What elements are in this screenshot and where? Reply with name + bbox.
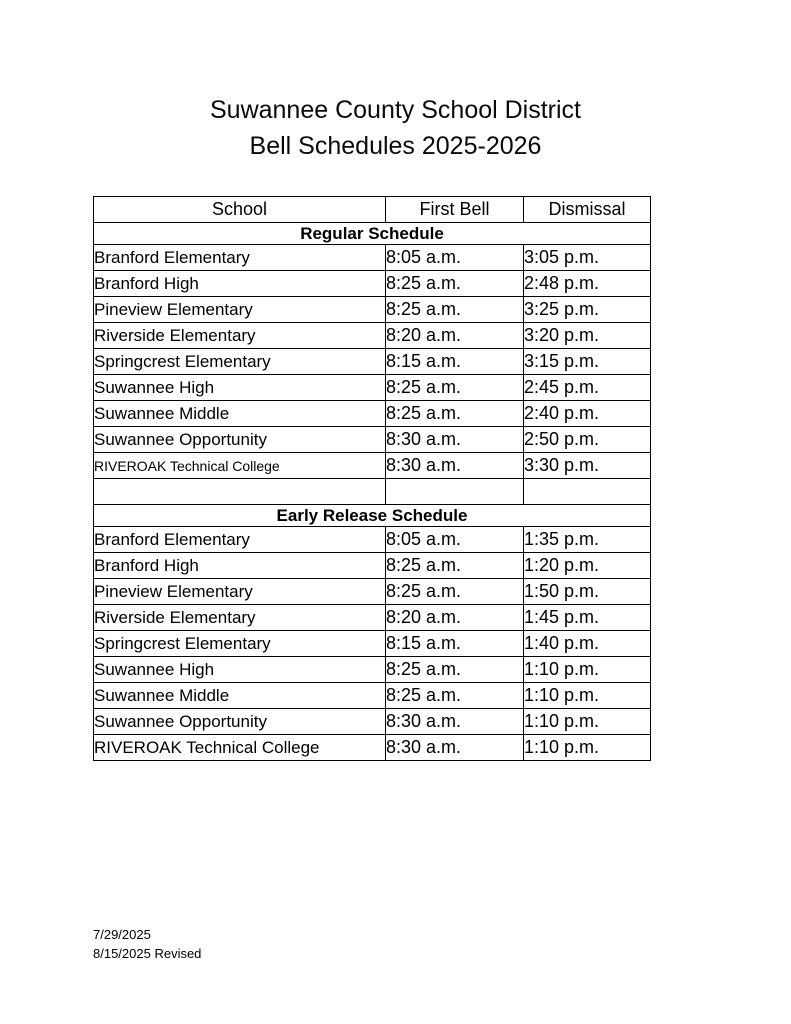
school-cell: Suwannee High <box>93 374 386 401</box>
empty-cell <box>93 478 386 505</box>
school-cell: Branford High <box>93 552 386 579</box>
first-bell-cell: 8:05 a.m. <box>385 526 524 553</box>
table-row: Branford Elementary 8:05 a.m. 3:05 p.m. <box>93 244 651 271</box>
school-cell: RIVEROAK Technical College <box>93 452 386 479</box>
section-header-early-release: Early Release Schedule <box>93 504 651 527</box>
table-row: Suwannee Opportunity 8:30 a.m. 1:10 p.m. <box>93 708 651 735</box>
first-bell-cell: 8:30 a.m. <box>385 452 524 479</box>
school-cell: RIVEROAK Technical College <box>93 734 386 761</box>
first-bell-cell: 8:05 a.m. <box>385 244 524 271</box>
dismissal-cell: 1:50 p.m. <box>523 578 651 605</box>
dismissal-cell: 1:10 p.m. <box>523 734 651 761</box>
section-label: Regular Schedule <box>93 222 651 245</box>
revision-footer: 7/29/2025 8/15/2025 Revised <box>93 925 201 963</box>
table-row: Branford Elementary 8:05 a.m. 1:35 p.m. <box>93 526 651 553</box>
footer-date: 7/29/2025 <box>93 927 151 942</box>
school-cell: Pineview Elementary <box>93 296 386 323</box>
dismissal-cell: 3:05 p.m. <box>523 244 651 271</box>
section-header-regular: Regular Schedule <box>93 222 651 245</box>
school-cell: Springcrest Elementary <box>93 630 386 657</box>
school-cell: Branford Elementary <box>93 244 386 271</box>
first-bell-cell: 8:25 a.m. <box>385 656 524 683</box>
table-row: Suwannee High 8:25 a.m. 1:10 p.m. <box>93 656 651 683</box>
table-row: Branford High 8:25 a.m. 1:20 p.m. <box>93 552 651 579</box>
school-cell: Suwannee Opportunity <box>93 708 386 735</box>
table-row: Riverside Elementary 8:20 a.m. 1:45 p.m. <box>93 604 651 631</box>
first-bell-cell: 8:30 a.m. <box>385 426 524 453</box>
bell-schedule-table: School First Bell Dismissal Regular Sche… <box>93 196 651 761</box>
footer-revised-date: 8/15/2025 Revised <box>93 946 202 961</box>
school-cell: Suwannee High <box>93 656 386 683</box>
first-bell-cell: 8:25 a.m. <box>385 296 524 323</box>
school-cell: Suwannee Opportunity <box>93 426 386 453</box>
spacer-row <box>93 478 651 505</box>
dismissal-cell: 2:45 p.m. <box>523 374 651 401</box>
table-row: Suwannee Middle 8:25 a.m. 1:10 p.m. <box>93 682 651 709</box>
school-cell: Suwannee Middle <box>93 400 386 427</box>
dismissal-cell: 1:20 p.m. <box>523 552 651 579</box>
first-bell-cell: 8:20 a.m. <box>385 604 524 631</box>
table-row: Suwannee Middle 8:25 a.m. 2:40 p.m. <box>93 400 651 427</box>
dismissal-cell: 3:20 p.m. <box>523 322 651 349</box>
school-cell: Suwannee Middle <box>93 682 386 709</box>
first-bell-cell: 8:30 a.m. <box>385 708 524 735</box>
table-row: Pineview Elementary 8:25 a.m. 3:25 p.m. <box>93 296 651 323</box>
first-bell-cell: 8:20 a.m. <box>385 322 524 349</box>
table-row: Branford High 8:25 a.m. 2:48 p.m. <box>93 270 651 297</box>
document-title: Suwannee County School District Bell Sch… <box>93 92 698 164</box>
dismissal-cell: 1:45 p.m. <box>523 604 651 631</box>
table-row: RIVEROAK Technical College 8:30 a.m. 3:3… <box>93 452 651 479</box>
title-line-1: Suwannee County School District <box>209 96 582 124</box>
table-header-row: School First Bell Dismissal <box>93 196 651 223</box>
first-bell-cell: 8:25 a.m. <box>385 552 524 579</box>
column-header-first-bell: First Bell <box>385 196 524 223</box>
section-label: Early Release Schedule <box>93 504 651 527</box>
empty-cell <box>523 478 651 505</box>
table-row: Suwannee High 8:25 a.m. 2:45 p.m. <box>93 374 651 401</box>
dismissal-cell: 1:35 p.m. <box>523 526 651 553</box>
school-cell: Pineview Elementary <box>93 578 386 605</box>
dismissal-cell: 1:10 p.m. <box>523 682 651 709</box>
table-row: Riverside Elementary 8:20 a.m. 3:20 p.m. <box>93 322 651 349</box>
table-row: Springcrest Elementary 8:15 a.m. 1:40 p.… <box>93 630 651 657</box>
first-bell-cell: 8:25 a.m. <box>385 578 524 605</box>
dismissal-cell: 3:25 p.m. <box>523 296 651 323</box>
first-bell-cell: 8:25 a.m. <box>385 270 524 297</box>
title-line-2: Bell Schedules 2025-2026 <box>249 132 542 160</box>
column-header-dismissal: Dismissal <box>523 196 651 223</box>
school-cell: Branford High <box>93 270 386 297</box>
table-row: Pineview Elementary 8:25 a.m. 1:50 p.m. <box>93 578 651 605</box>
school-cell: Riverside Elementary <box>93 604 386 631</box>
dismissal-cell: 3:30 p.m. <box>523 452 651 479</box>
dismissal-cell: 2:40 p.m. <box>523 400 651 427</box>
first-bell-cell: 8:30 a.m. <box>385 734 524 761</box>
first-bell-cell: 8:25 a.m. <box>385 374 524 401</box>
school-cell: Riverside Elementary <box>93 322 386 349</box>
first-bell-cell: 8:15 a.m. <box>385 630 524 657</box>
dismissal-cell: 1:10 p.m. <box>523 708 651 735</box>
dismissal-cell: 1:10 p.m. <box>523 656 651 683</box>
first-bell-cell: 8:25 a.m. <box>385 682 524 709</box>
table-row: Suwannee Opportunity 8:30 a.m. 2:50 p.m. <box>93 426 651 453</box>
table-row: Springcrest Elementary 8:15 a.m. 3:15 p.… <box>93 348 651 375</box>
table-row: RIVEROAK Technical College 8:30 a.m. 1:1… <box>93 734 651 761</box>
first-bell-cell: 8:15 a.m. <box>385 348 524 375</box>
dismissal-cell: 3:15 p.m. <box>523 348 651 375</box>
column-header-school: School <box>93 196 386 223</box>
dismissal-cell: 2:50 p.m. <box>523 426 651 453</box>
empty-cell <box>385 478 524 505</box>
first-bell-cell: 8:25 a.m. <box>385 400 524 427</box>
school-cell: Branford Elementary <box>93 526 386 553</box>
school-cell: Springcrest Elementary <box>93 348 386 375</box>
dismissal-cell: 2:48 p.m. <box>523 270 651 297</box>
dismissal-cell: 1:40 p.m. <box>523 630 651 657</box>
